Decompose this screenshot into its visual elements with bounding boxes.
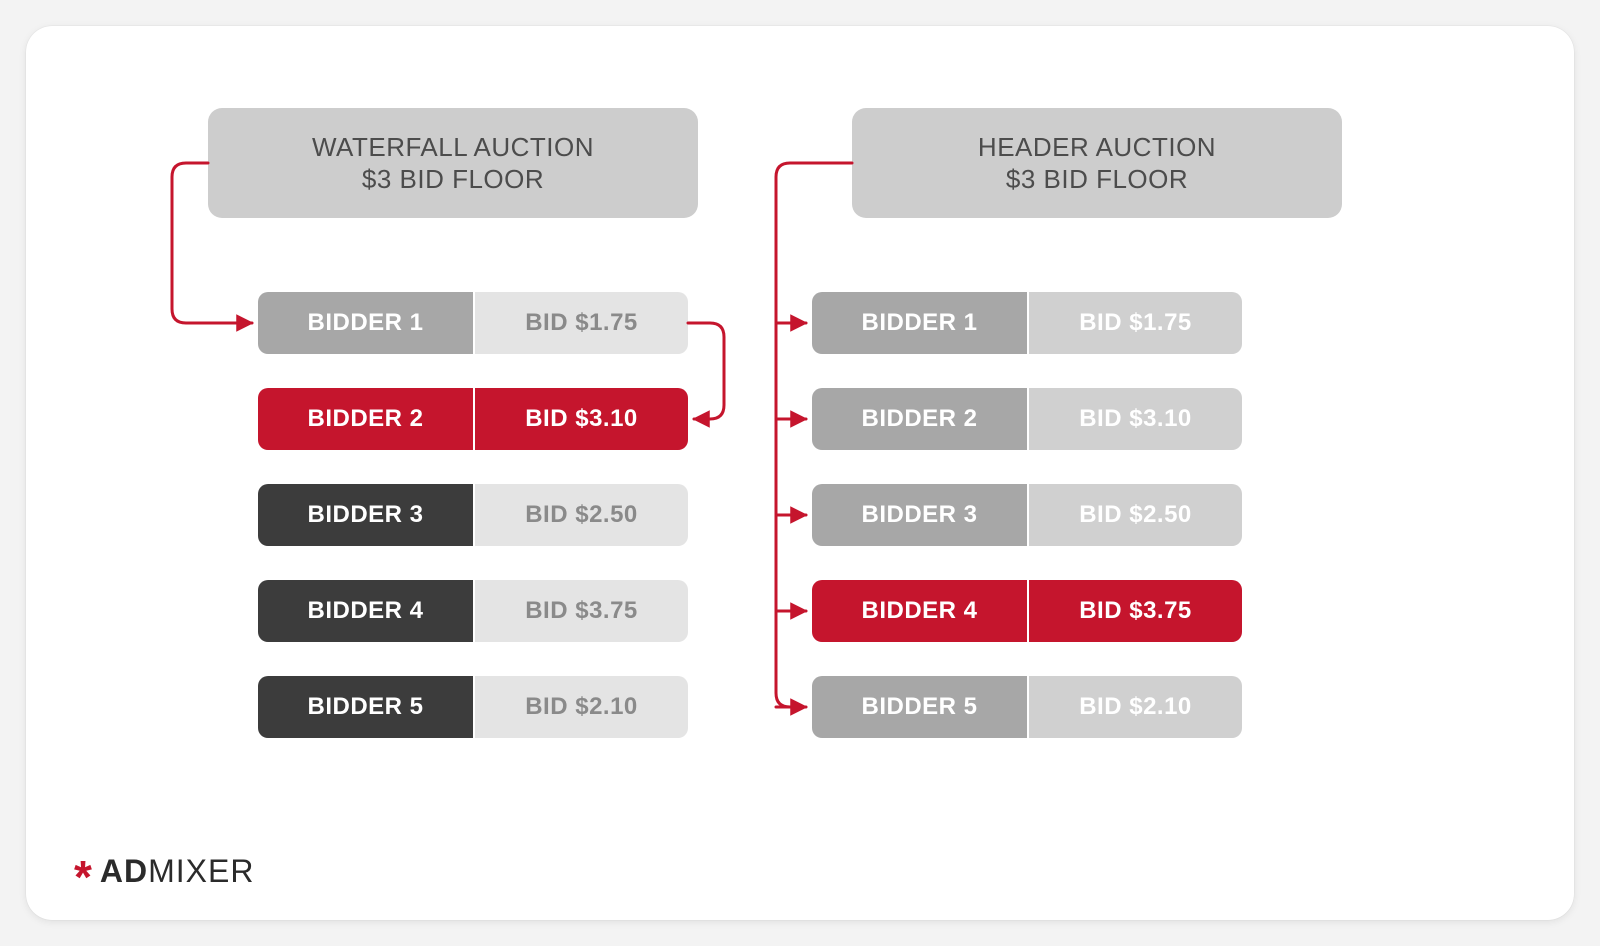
waterfall-bidder-row: BIDDER 1 BID $1.75 [258,292,688,354]
header-bidder-row: BIDDER 4 BID $3.75 [812,580,1242,642]
bid-value: BID $2.50 [1027,484,1242,546]
bidder-label: BIDDER 1 [258,292,473,354]
bid-value: BID $3.10 [1027,388,1242,450]
waterfall-bidder-row: BIDDER 4 BID $3.75 [258,580,688,642]
header-bidder-row: BIDDER 3 BID $2.50 [812,484,1242,546]
waterfall-bidder-row: BIDDER 3 BID $2.50 [258,484,688,546]
bid-value: BID $3.75 [1027,580,1242,642]
bidder-label: BIDDER 5 [258,676,473,738]
header-title-line2: $3 BID FLOOR [1006,163,1188,196]
bid-value: BID $2.50 [473,484,688,546]
admixer-logo: * ADMIXER [74,853,254,890]
bid-value: BID $3.10 [473,388,688,450]
waterfall-auction-header: WATERFALL AUCTION $3 BID FLOOR [208,108,698,218]
logo-text-bold: AD [100,853,148,889]
bidder-label: BIDDER 2 [258,388,473,450]
bid-value: BID $3.75 [473,580,688,642]
waterfall-title-line1: WATERFALL AUCTION [312,131,594,164]
bidder-label: BIDDER 3 [812,484,1027,546]
canvas: WATERFALL AUCTION $3 BID FLOOR HEADER AU… [0,0,1600,946]
bidder-label: BIDDER 1 [812,292,1027,354]
logo-text: ADMIXER [100,853,255,890]
waterfall-bidder-row: BIDDER 5 BID $2.10 [258,676,688,738]
waterfall-bidder-row: BIDDER 2 BID $3.10 [258,388,688,450]
bidder-label: BIDDER 2 [812,388,1027,450]
bid-value: BID $1.75 [473,292,688,354]
header-auction-header: HEADER AUCTION $3 BID FLOOR [852,108,1342,218]
asterisk-icon: * [74,861,92,893]
header-bidder-row: BIDDER 5 BID $2.10 [812,676,1242,738]
bidder-label: BIDDER 3 [258,484,473,546]
bidder-label: BIDDER 4 [258,580,473,642]
waterfall-title-line2: $3 BID FLOOR [362,163,544,196]
bid-value: BID $2.10 [1027,676,1242,738]
header-bidder-row: BIDDER 2 BID $3.10 [812,388,1242,450]
logo-text-light: MIXER [148,853,254,889]
diagram-card: WATERFALL AUCTION $3 BID FLOOR HEADER AU… [26,26,1574,920]
bidder-label: BIDDER 5 [812,676,1027,738]
header-title-line1: HEADER AUCTION [978,131,1216,164]
bid-value: BID $2.10 [473,676,688,738]
bid-value: BID $1.75 [1027,292,1242,354]
header-bidder-row: BIDDER 1 BID $1.75 [812,292,1242,354]
bidder-label: BIDDER 4 [812,580,1027,642]
